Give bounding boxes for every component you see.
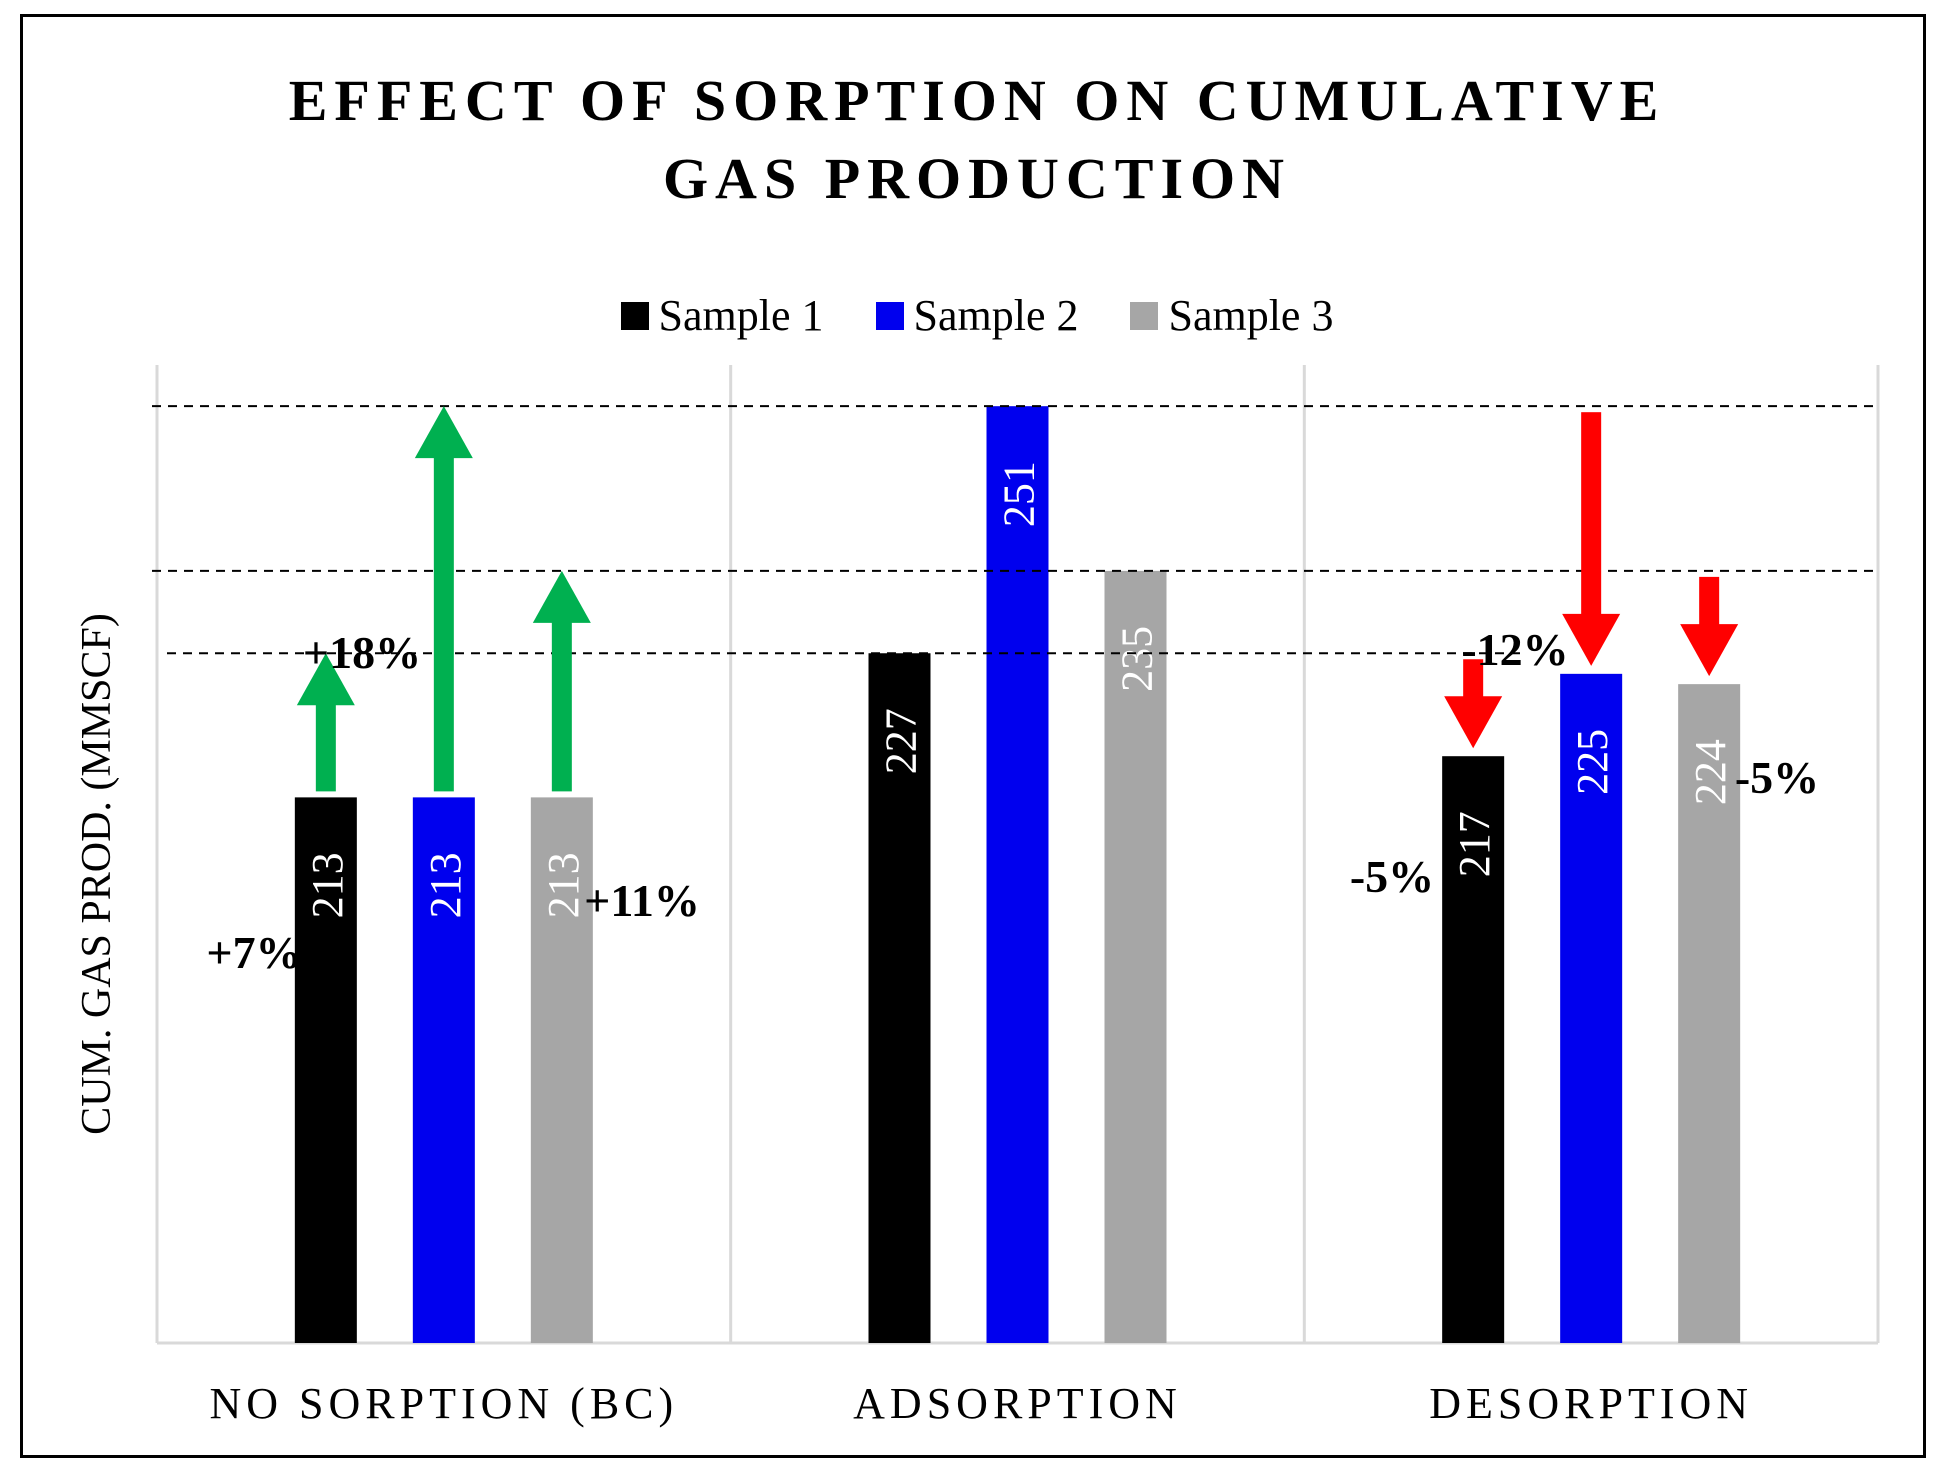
x-tick-label: ADSORPTION bbox=[853, 1379, 1182, 1428]
arrow-head bbox=[296, 653, 355, 706]
chart-title-line-1: EFFECT OF SORPTION ON CUMULATIVE bbox=[288, 68, 1666, 133]
bar bbox=[412, 797, 475, 1343]
bar bbox=[986, 406, 1049, 1343]
annotation-label: -5% bbox=[1350, 851, 1434, 902]
data-label: 224 bbox=[1686, 739, 1735, 805]
x-tick-label: DESORPTION bbox=[1429, 1379, 1753, 1428]
y-axis-label: CUM. GAS PROD. (MMSCF) bbox=[74, 613, 120, 1135]
arrow-shaft bbox=[1581, 412, 1602, 616]
chart-frame bbox=[20, 14, 1926, 1458]
arrow-shaft bbox=[433, 456, 454, 792]
data-label: 235 bbox=[1113, 626, 1162, 692]
legend-label-sample-1: Sample 1 bbox=[658, 291, 824, 340]
bar bbox=[294, 797, 357, 1343]
arrow-head bbox=[414, 406, 473, 459]
legend-swatch-sample-3 bbox=[1130, 301, 1159, 330]
legend-swatch-sample-2 bbox=[875, 301, 904, 330]
legend-item-sample-3: Sample 3 bbox=[1130, 290, 1333, 341]
bar bbox=[1442, 756, 1505, 1343]
bar bbox=[1104, 570, 1167, 1343]
annotation-label: +11% bbox=[584, 875, 700, 926]
data-label: 217 bbox=[1450, 811, 1499, 877]
x-tick-label: NO SORPTION (BC) bbox=[209, 1379, 678, 1428]
data-label: 251 bbox=[995, 461, 1044, 527]
legend-label-sample-3: Sample 3 bbox=[1168, 291, 1334, 340]
bar bbox=[1678, 684, 1741, 1343]
legend-item-sample-2: Sample 2 bbox=[875, 290, 1079, 341]
arrow-head bbox=[1680, 624, 1739, 677]
bar bbox=[868, 653, 931, 1343]
arrow-shaft bbox=[315, 703, 336, 792]
arrow-head bbox=[1444, 696, 1503, 749]
annotation-label: -12% bbox=[1461, 624, 1568, 675]
bar bbox=[1560, 673, 1623, 1343]
arrow-head bbox=[532, 570, 591, 623]
legend-item-sample-1: Sample 1 bbox=[620, 290, 824, 341]
annotation-label: +18% bbox=[303, 627, 421, 678]
data-label: 225 bbox=[1568, 729, 1617, 795]
arrow-shaft bbox=[1699, 576, 1720, 627]
arrow-shaft bbox=[551, 620, 572, 792]
arrow-shaft bbox=[1463, 659, 1484, 699]
data-label: 213 bbox=[421, 852, 470, 918]
data-label: 227 bbox=[877, 708, 926, 774]
data-label: 213 bbox=[303, 852, 352, 918]
annotation-label: +7% bbox=[206, 927, 301, 978]
arrow-head bbox=[1562, 613, 1621, 666]
chart-title-line-2: GAS PRODUCTION bbox=[662, 146, 1292, 211]
legend-swatch-sample-1 bbox=[620, 301, 649, 330]
bar bbox=[530, 797, 593, 1343]
legend-label-sample-2: Sample 2 bbox=[913, 291, 1079, 340]
data-label: 213 bbox=[539, 852, 588, 918]
legend: Sample 1 Sample 2 Sample 3 bbox=[0, 290, 1954, 341]
annotation-label: -5% bbox=[1735, 752, 1819, 803]
chart-title: EFFECT OF SORPTION ON CUMULATIVE GAS PRO… bbox=[0, 62, 1954, 218]
